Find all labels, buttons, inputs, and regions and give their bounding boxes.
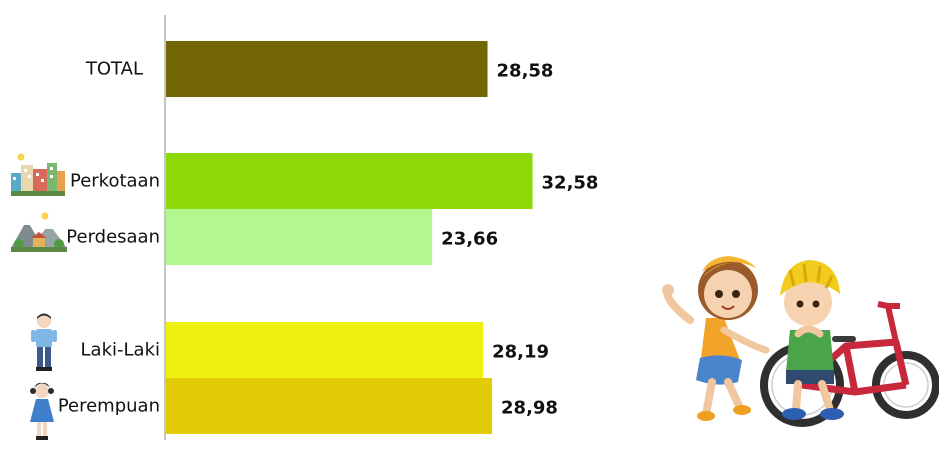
bar-perkotaan bbox=[166, 153, 533, 209]
girl-figure-icon bbox=[30, 382, 54, 440]
category-label-perempuan: Perempuan bbox=[58, 396, 160, 417]
value-label-laki-laki: 28,19 bbox=[492, 342, 549, 363]
children-with-bicycle-illustration bbox=[662, 256, 939, 427]
category-label-total: TOTAL bbox=[85, 59, 143, 80]
value-label-perkotaan: 32,58 bbox=[542, 173, 599, 194]
value-label-total: 28,58 bbox=[497, 61, 554, 82]
bar-total bbox=[166, 41, 488, 97]
value-labels: 28,58 32,58 23,66 28,19 28,98 bbox=[441, 61, 598, 419]
bar-laki-laki bbox=[166, 322, 484, 378]
city-buildings-icon bbox=[11, 153, 65, 196]
value-label-perempuan: 28,98 bbox=[501, 398, 558, 419]
village-mountains-icon bbox=[11, 212, 67, 252]
category-labels: TOTAL Perkotaan Perdesaan Laki-Laki Perempua… bbox=[58, 59, 160, 417]
category-label-perdesaan: Perdesaan bbox=[66, 227, 160, 248]
category-label-laki-laki: Laki-Laki bbox=[81, 340, 160, 361]
value-label-perdesaan: 23,66 bbox=[441, 229, 498, 250]
bars-group bbox=[166, 41, 533, 434]
boy-figure-icon bbox=[31, 313, 57, 371]
bar-perdesaan bbox=[166, 209, 433, 265]
category-label-perkotaan: Perkotaan bbox=[70, 171, 160, 192]
bar-perempuan bbox=[166, 378, 493, 434]
